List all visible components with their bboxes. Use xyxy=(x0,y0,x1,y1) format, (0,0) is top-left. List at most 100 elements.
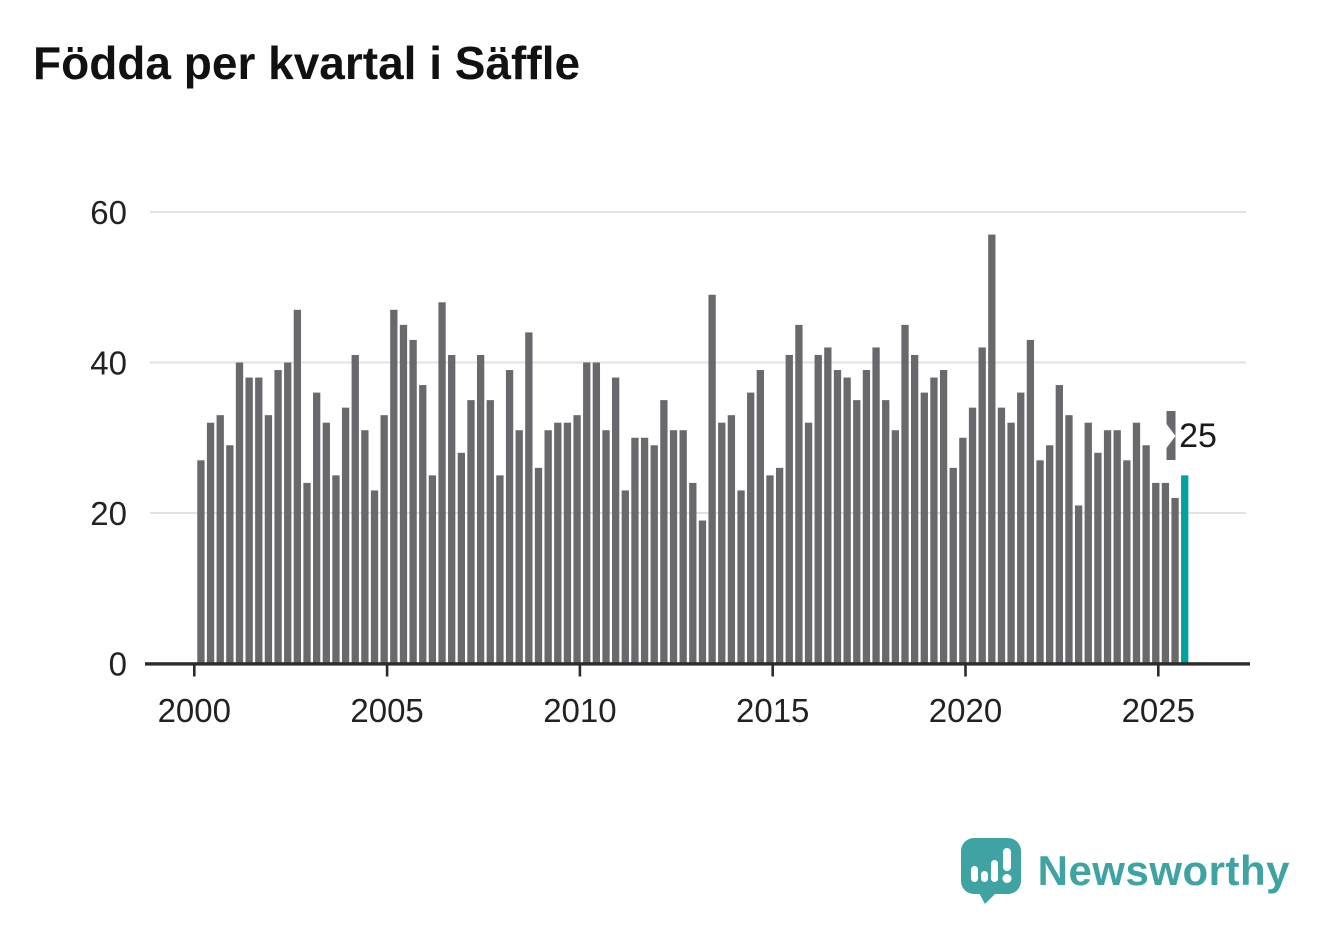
bar xyxy=(534,467,543,664)
bar xyxy=(245,377,253,664)
bar xyxy=(341,407,350,664)
bar xyxy=(1123,460,1131,664)
bar xyxy=(930,377,938,664)
bar xyxy=(824,347,832,664)
bar xyxy=(583,362,591,664)
bar xyxy=(920,392,928,664)
x-tick-label: 2010 xyxy=(543,692,616,729)
label-pointer-notch xyxy=(1166,424,1176,448)
bar xyxy=(390,309,398,664)
bar xyxy=(448,354,456,664)
bar xyxy=(1094,452,1102,664)
y-tick-label: 0 xyxy=(109,646,127,683)
bar xyxy=(949,467,957,664)
y-tick-label: 20 xyxy=(90,495,127,532)
x-tick-label: 2005 xyxy=(350,692,423,729)
gridline xyxy=(150,512,1246,514)
y-tick-label: 40 xyxy=(90,345,127,382)
bar xyxy=(399,324,408,664)
bar xyxy=(206,422,215,664)
bar xyxy=(1026,339,1035,664)
newsworthy-logo-text: Newsworthy xyxy=(1037,847,1290,894)
bar xyxy=(525,332,533,664)
x-tick xyxy=(1157,665,1160,677)
bar xyxy=(766,475,774,664)
newsworthy-logo-icon xyxy=(960,838,1021,904)
bar xyxy=(428,475,437,664)
bar xyxy=(747,392,755,664)
bar xyxy=(235,362,244,664)
y-tick-label: 60 xyxy=(90,194,127,231)
bar xyxy=(361,430,369,664)
bar xyxy=(1065,415,1073,664)
bar xyxy=(640,437,649,664)
bar xyxy=(1084,422,1092,664)
chart-title: Födda per kvartal i Säffle xyxy=(33,37,581,89)
bar xyxy=(718,422,726,664)
bar xyxy=(891,430,900,664)
bar xyxy=(698,520,707,664)
bar xyxy=(978,347,986,664)
bar xyxy=(679,430,687,664)
bar xyxy=(833,370,842,664)
bar xyxy=(602,430,610,664)
bar xyxy=(785,354,793,664)
bar xyxy=(1171,497,1179,664)
bar xyxy=(457,452,465,664)
bar xyxy=(775,467,784,664)
bar xyxy=(216,415,224,664)
bar xyxy=(505,370,514,664)
x-tick-label: 2000 xyxy=(158,692,231,729)
x-tick xyxy=(771,665,774,677)
gridline xyxy=(150,361,1246,364)
bar xyxy=(264,415,273,664)
bar xyxy=(1161,482,1170,664)
x-tick-label: 2025 xyxy=(1122,692,1195,729)
bar xyxy=(968,407,977,664)
bar xyxy=(1113,430,1121,664)
bar xyxy=(496,475,504,664)
bar xyxy=(997,407,1006,664)
bar xyxy=(1055,385,1063,664)
bar xyxy=(843,377,851,664)
highlighted-bar xyxy=(1181,475,1189,664)
bar xyxy=(370,490,379,664)
x-tick xyxy=(964,665,967,677)
x-tick xyxy=(385,665,389,677)
bar xyxy=(959,437,967,664)
bar xyxy=(1152,482,1160,664)
bar xyxy=(438,302,446,664)
bar xyxy=(650,445,658,664)
bar xyxy=(293,309,302,664)
bar xyxy=(872,347,880,664)
bar xyxy=(621,490,629,664)
x-axis-line xyxy=(145,662,1250,666)
bar xyxy=(882,400,890,664)
bar xyxy=(476,354,485,664)
bar xyxy=(486,400,494,664)
bar xyxy=(631,437,639,664)
bar xyxy=(303,482,311,664)
bar xyxy=(911,354,919,664)
newsworthy-logo: Newsworthy xyxy=(960,837,1290,905)
bar xyxy=(563,422,572,664)
bar xyxy=(544,430,552,664)
value-label-box xyxy=(1175,411,1221,459)
bar xyxy=(274,370,282,664)
value-label: 25 xyxy=(1179,417,1217,455)
bar xyxy=(814,354,822,664)
bar xyxy=(939,370,948,664)
bar xyxy=(322,422,330,664)
bar xyxy=(612,377,620,664)
bar xyxy=(1007,422,1015,664)
x-tick xyxy=(193,665,196,677)
bar xyxy=(669,430,678,664)
bar xyxy=(660,400,668,664)
bar xyxy=(727,415,736,664)
bar xyxy=(313,392,321,664)
bar xyxy=(737,490,745,664)
bar xyxy=(689,482,697,664)
bar xyxy=(197,460,205,664)
